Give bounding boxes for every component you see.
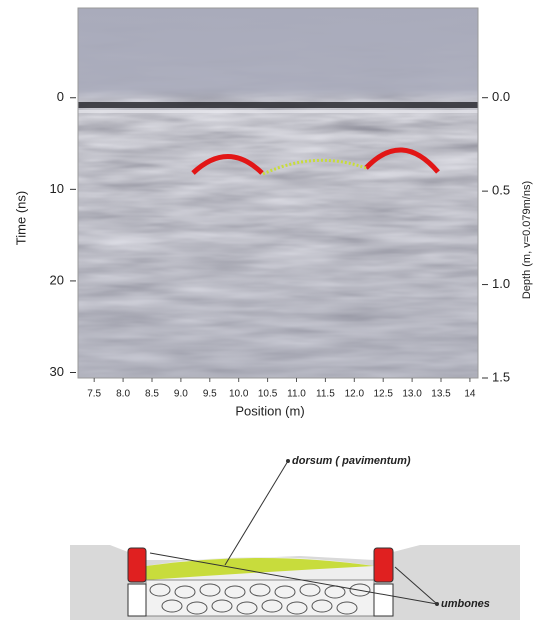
stone — [286, 601, 308, 615]
dorsum-label: dorsum ( pavimentum) — [292, 455, 411, 467]
stone — [161, 599, 183, 613]
x-tick-label: 9.0 — [174, 389, 188, 400]
x-tick-label: 9.5 — [203, 389, 217, 400]
stone — [149, 583, 171, 597]
x-tick-label: 13.5 — [431, 389, 451, 400]
y-tick-label: 20 — [50, 272, 64, 287]
y-tick-label: 10 — [50, 181, 64, 196]
stone — [211, 599, 233, 613]
diagram — [70, 459, 520, 620]
hyperbola-annotation — [191, 154, 264, 175]
dorsum-annotation — [262, 158, 367, 176]
umbo — [127, 547, 147, 583]
umbones-label: umbones — [441, 598, 490, 610]
y2-axis-title: Depth (m, v=0.079m/ns) — [521, 181, 533, 299]
x-axis-title: Position (m) — [235, 403, 304, 418]
stone — [224, 585, 246, 599]
stone — [336, 601, 358, 615]
y2-tick-label: 0.5 — [492, 183, 510, 198]
stone — [261, 599, 283, 613]
umbo-base — [127, 583, 147, 617]
x-tick-label: 7.5 — [87, 389, 101, 400]
x-tick-label: 11.5 — [316, 389, 335, 400]
y2-tick-label: 1.5 — [492, 369, 510, 384]
stone-bed — [145, 579, 375, 617]
x-tick-label: 8.5 — [145, 389, 159, 400]
umbo — [373, 547, 394, 583]
stone — [299, 583, 321, 597]
y-tick-label: 0 — [57, 89, 64, 104]
x-tick-label: 10.0 — [229, 389, 249, 400]
stone — [311, 599, 333, 613]
x-tick-label: 10.5 — [258, 389, 278, 400]
stone — [199, 583, 221, 597]
dorsum-layer — [146, 558, 374, 580]
leader-dot — [435, 602, 439, 606]
y-tick-label: 30 — [50, 364, 64, 379]
plot-frame — [77, 7, 479, 379]
ground-reflection — [78, 102, 478, 108]
y-axis-title: Time (ns) — [13, 191, 28, 245]
stone — [274, 585, 296, 599]
y2-tick-label: 0.0 — [492, 89, 510, 104]
radar-shade — [78, 8, 478, 378]
stone — [249, 583, 271, 597]
ground-reflection — [78, 110, 478, 113]
stone — [349, 583, 371, 597]
y2-tick-label: 1.0 — [492, 276, 510, 291]
stone — [174, 585, 196, 599]
x-tick-label: 8.0 — [116, 389, 130, 400]
radargram — [77, 7, 479, 379]
leader-dot — [286, 459, 290, 463]
x-tick-label: 11.0 — [287, 389, 306, 400]
leader-line — [149, 552, 438, 605]
stone — [186, 601, 208, 615]
leader-line — [224, 460, 289, 566]
x-tick-label: 12.0 — [345, 389, 365, 400]
stone — [236, 601, 258, 615]
hyperbola-annotation — [364, 147, 440, 174]
x-tick-label: 14 — [464, 389, 476, 400]
x-tick-label: 12.5 — [373, 389, 393, 400]
x-tick-label: 13.0 — [402, 389, 422, 400]
umbo-base — [373, 583, 394, 617]
leader-line — [394, 566, 438, 605]
